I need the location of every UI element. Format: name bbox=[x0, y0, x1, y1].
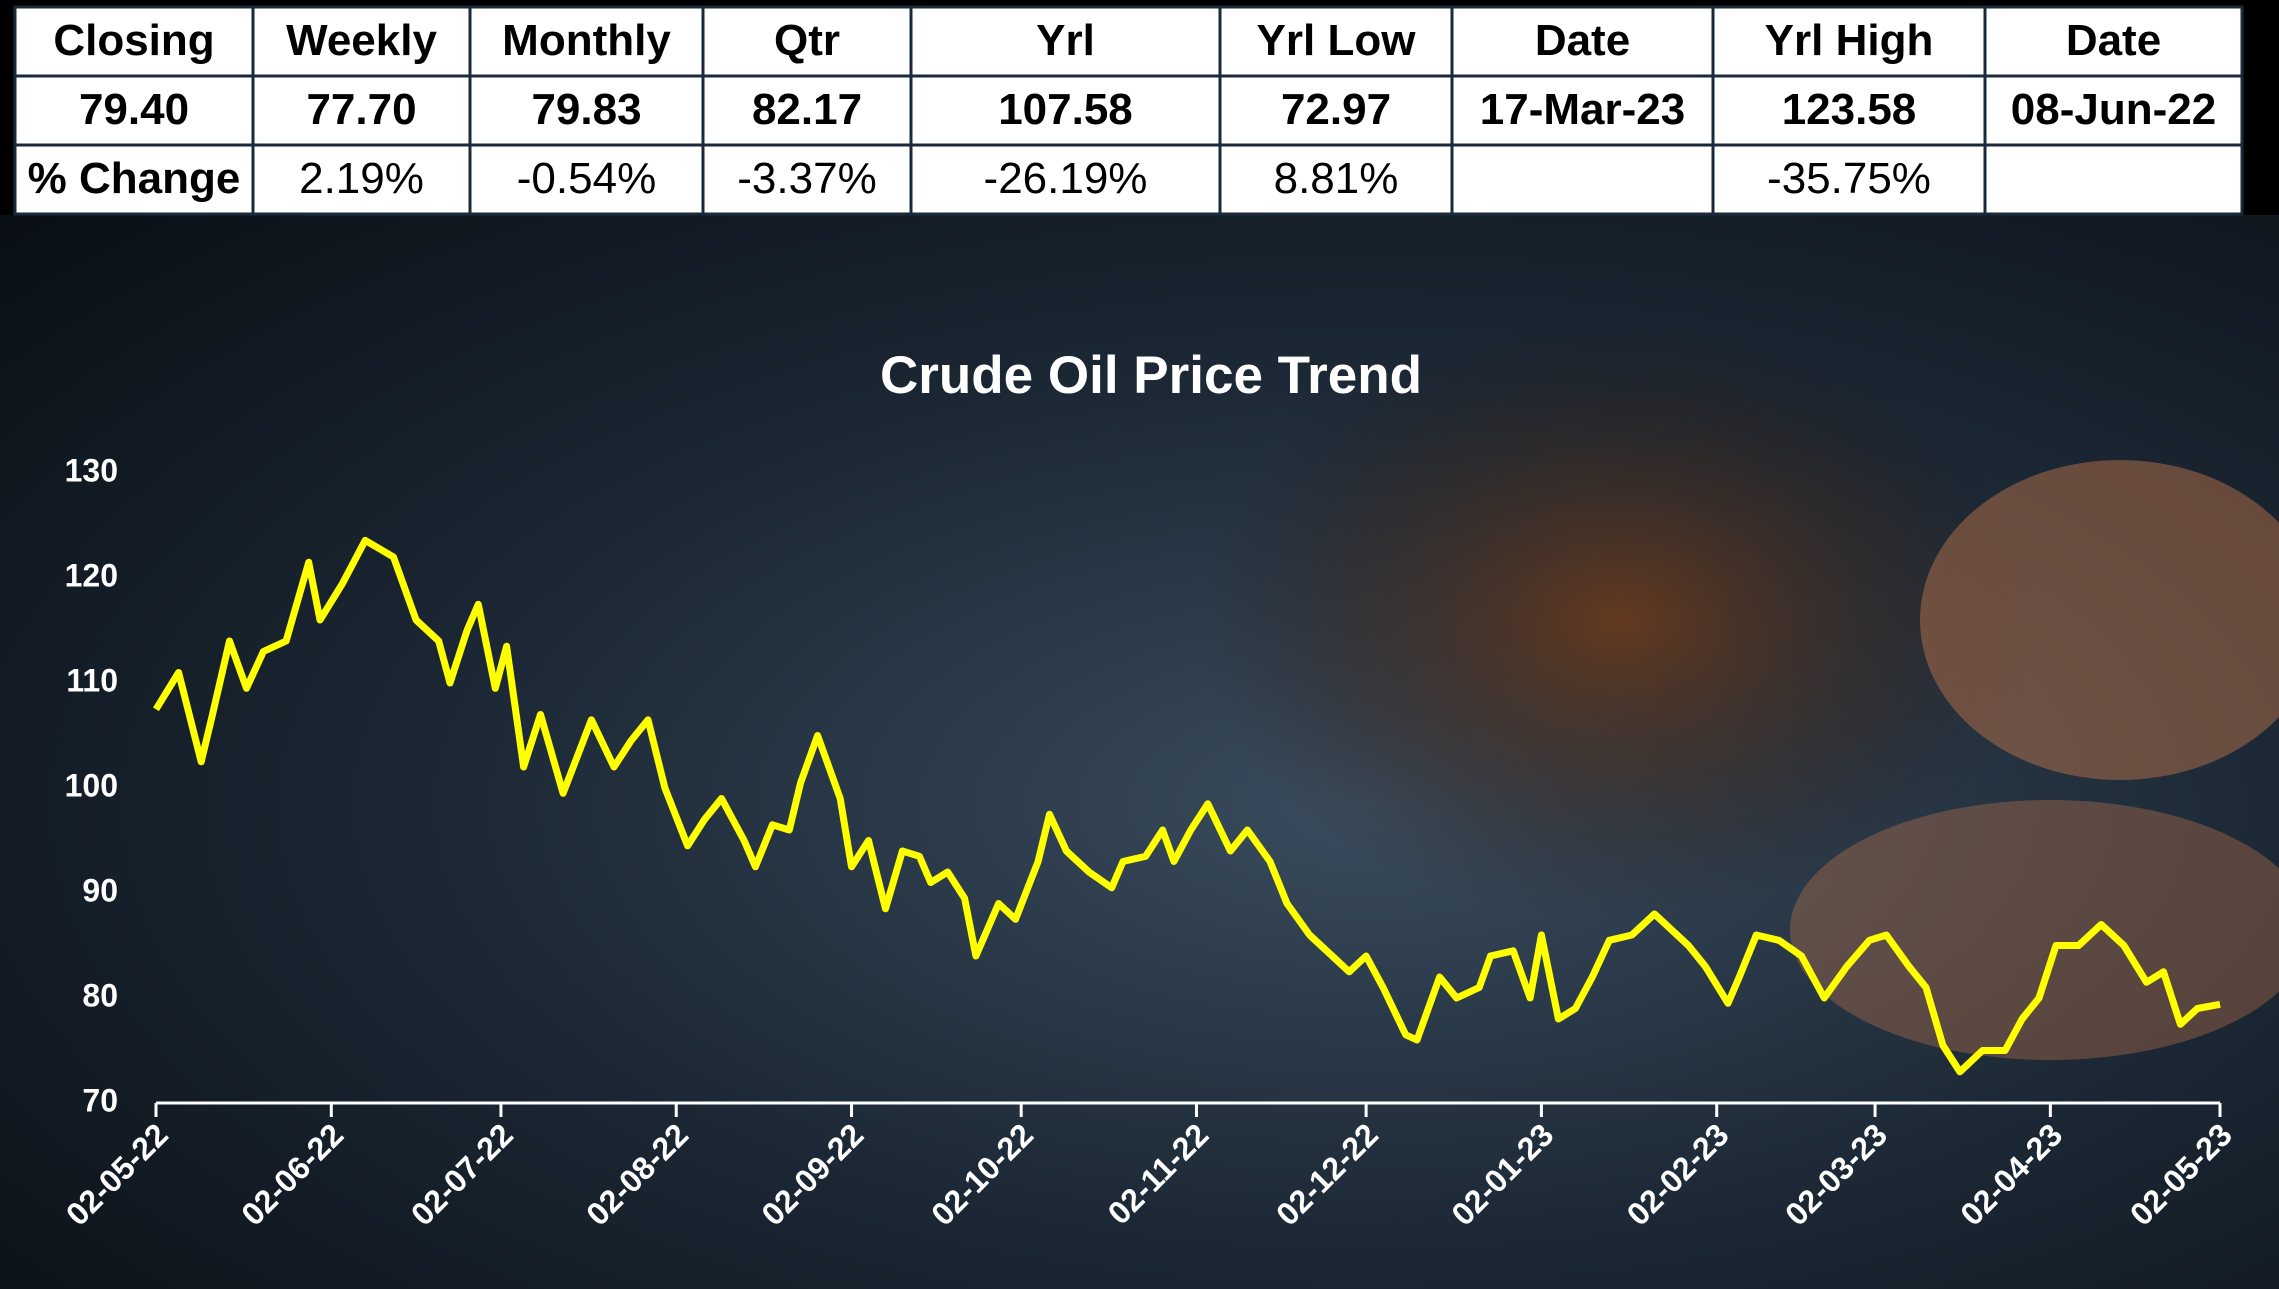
table-cell bbox=[251, 74, 472, 147]
column-header: Weekly bbox=[286, 16, 437, 65]
arm bbox=[1790, 800, 2279, 1060]
cell-text: 77.70 bbox=[306, 85, 416, 134]
arm bbox=[1920, 460, 2279, 780]
column-header: Date bbox=[2066, 16, 2161, 65]
table-cell bbox=[1218, 74, 1454, 147]
y-tick-label: 70 bbox=[82, 1082, 118, 1118]
y-tick-label: 120 bbox=[65, 557, 118, 593]
cell-text: 82.17 bbox=[752, 85, 862, 134]
summary-table: Closing Weekly Monthly Qtr Yrl Yrl Low Date Yrl… bbox=[13, 5, 2244, 216]
table-cell bbox=[1711, 74, 1987, 147]
cell-text: -3.37% bbox=[737, 154, 876, 203]
column-header: Monthly bbox=[502, 16, 671, 65]
column-header: Yrl bbox=[1036, 16, 1095, 65]
table-cell bbox=[1983, 143, 2244, 216]
table-cell bbox=[909, 5, 1222, 78]
y-tick-label: 90 bbox=[82, 872, 118, 908]
table-cell bbox=[251, 5, 472, 78]
table-cell bbox=[701, 5, 913, 78]
table-cell bbox=[701, 143, 913, 216]
table-cell bbox=[1711, 143, 1987, 216]
table-cell bbox=[1983, 5, 2244, 78]
y-tick-label: 130 bbox=[65, 452, 118, 488]
cell-text: 79.40 bbox=[79, 85, 189, 134]
column-header: Qtr bbox=[774, 16, 840, 65]
table-cell bbox=[909, 143, 1222, 216]
table-cell bbox=[13, 5, 255, 78]
table-cell bbox=[251, 143, 472, 216]
y-tick-label: 100 bbox=[65, 767, 118, 803]
cell-text: -26.19% bbox=[984, 154, 1148, 203]
cell-text: 72.97 bbox=[1281, 85, 1391, 134]
cell-text: 2.19% bbox=[299, 154, 424, 203]
y-tick-label: 80 bbox=[82, 977, 118, 1013]
y-tick-label: 110 bbox=[66, 662, 118, 698]
table-cell bbox=[1218, 5, 1454, 78]
cell-text: -0.54% bbox=[517, 154, 656, 203]
cell-text: 08-Jun-22 bbox=[2011, 85, 2216, 134]
cell-text: % Change bbox=[28, 154, 241, 203]
table-cell bbox=[468, 143, 705, 216]
cell-text: 8.81% bbox=[1274, 154, 1399, 203]
cell-text: 107.58 bbox=[998, 85, 1133, 134]
table-cell bbox=[1450, 74, 1715, 147]
cell-text: -35.75% bbox=[1767, 154, 1931, 203]
cell-text: 123.58 bbox=[1782, 85, 1917, 134]
column-header: Date bbox=[1535, 16, 1630, 65]
column-header: Yrl Low bbox=[1257, 16, 1417, 65]
table-cell bbox=[468, 74, 705, 147]
table-cell bbox=[909, 74, 1222, 147]
table-cell bbox=[701, 74, 913, 147]
table-cell bbox=[13, 143, 255, 216]
table-cell bbox=[1450, 143, 1715, 216]
table-cell bbox=[1218, 143, 1454, 216]
column-header: Yrl High bbox=[1765, 16, 1934, 65]
price-line bbox=[153, 536, 2221, 1076]
chart-title: Crude Oil Price Trend bbox=[880, 346, 1422, 405]
cell-text: 17-Mar-23 bbox=[1480, 85, 1685, 134]
oil-hands bbox=[1200, 320, 2040, 920]
table-cell bbox=[1450, 5, 1715, 78]
column-header: Closing bbox=[53, 16, 214, 65]
cell-text: 79.83 bbox=[531, 85, 641, 134]
